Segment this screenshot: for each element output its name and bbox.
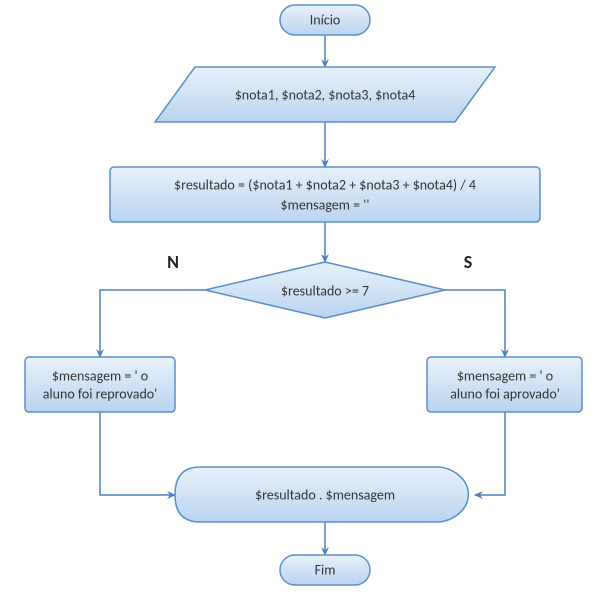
node-end: Fim	[280, 555, 370, 585]
node-process-line2: $mensagem = ''	[281, 196, 370, 213]
node-process-line1: $resultado = ($nota1 + $nota2 + $nota3 +…	[174, 176, 476, 193]
node-start-label: Início	[310, 11, 341, 28]
node-no: $mensagem = ' o aluno foi reprovado'	[25, 357, 175, 412]
node-yes-line1: $mensagem = ' o	[457, 367, 553, 384]
node-yes: $mensagem = ' o aluno foi aprovado'	[427, 357, 582, 412]
node-end-label: Fim	[315, 561, 336, 578]
edge-yes-output	[475, 412, 505, 495]
node-decision: $resultado >= 7	[205, 262, 445, 318]
edge-decision-yes	[445, 290, 505, 357]
node-input: $nota1, $nota2, $nota3, $nota4	[155, 67, 495, 122]
node-no-line1: $mensagem = ' o	[52, 367, 148, 384]
node-no-line2: aluno foi reprovado'	[43, 385, 158, 402]
node-yes-line2: aluno foi aprovado'	[450, 385, 560, 402]
node-output-label: $resultado . $mensagem	[255, 486, 395, 503]
node-process: $resultado = ($nota1 + $nota2 + $nota3 +…	[110, 167, 540, 222]
branch-label-yes: S	[464, 251, 473, 273]
node-output: $resultado . $mensagem	[175, 467, 468, 522]
edge-no-output	[100, 412, 175, 495]
node-start: Início	[280, 5, 370, 35]
node-input-label: $nota1, $nota2, $nota3, $nota4	[235, 86, 416, 103]
edge-decision-no	[100, 290, 205, 357]
branch-label-no: N	[167, 251, 179, 273]
node-decision-label: $resultado >= 7	[281, 282, 369, 299]
